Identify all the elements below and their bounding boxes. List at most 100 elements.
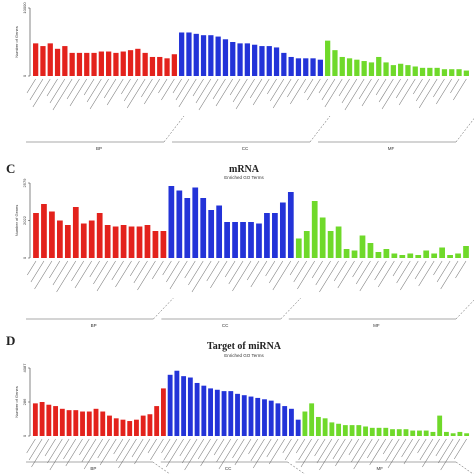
x-category-label — [63, 438, 77, 460]
bar-mf — [315, 416, 321, 436]
x-category-label — [106, 78, 124, 106]
bar-bp — [54, 48, 61, 76]
x-category-label — [295, 438, 306, 454]
bar-cc — [288, 56, 294, 76]
x-category-label — [150, 438, 164, 461]
bar-mf — [363, 426, 368, 436]
bar-mf — [376, 427, 382, 436]
bar-bp — [53, 406, 59, 436]
bar-cc — [181, 376, 187, 436]
x-category-label — [395, 78, 409, 99]
group-label-mf: MF — [373, 323, 380, 328]
x-category-label — [358, 78, 372, 100]
bar-bp — [59, 408, 65, 436]
x-category-label — [438, 438, 454, 464]
x-category-label — [175, 78, 190, 101]
bar-mf — [332, 50, 338, 76]
x-category-label — [26, 78, 36, 94]
x-category-label — [134, 438, 151, 465]
y-tick-label: 0 — [22, 434, 27, 437]
x-category-label — [381, 78, 401, 110]
bar-mf — [322, 418, 328, 436]
group-label-cc: CC — [242, 146, 249, 151]
bar-mf — [325, 40, 331, 76]
bar-mf — [434, 67, 440, 76]
x-category-label — [272, 260, 292, 291]
x-category-label — [224, 260, 236, 278]
x-category-label — [436, 260, 451, 283]
x-category-label — [229, 78, 241, 96]
bar-bp — [84, 52, 90, 76]
x-category-label — [378, 78, 394, 103]
bar-mf — [390, 65, 396, 76]
bar-mf — [383, 249, 390, 258]
x-category-label — [400, 260, 419, 291]
bar-mf — [417, 430, 422, 436]
bar-mf — [354, 59, 360, 76]
x-category-label — [355, 260, 371, 285]
group-divider — [455, 299, 474, 320]
x-category-label — [99, 438, 117, 466]
bar-cc — [214, 389, 220, 436]
bar-cc — [295, 419, 301, 436]
x-category-label — [52, 260, 69, 286]
x-category-label — [398, 78, 416, 106]
bar-bp — [80, 411, 85, 436]
x-category-label — [315, 260, 331, 286]
x-category-label — [47, 438, 63, 464]
x-category-label — [282, 438, 292, 454]
x-category-label — [234, 438, 252, 466]
group-label-mf: MF — [388, 146, 395, 151]
bar-cc — [232, 222, 238, 258]
x-category-label — [293, 260, 307, 283]
bar-bp — [152, 231, 159, 258]
panel-letter: C — [6, 161, 15, 176]
bar-mf — [463, 70, 469, 76]
x-category-label — [353, 438, 373, 470]
bar-mf — [309, 403, 315, 436]
x-category-label — [319, 260, 339, 293]
bar-bp — [80, 223, 87, 258]
bar-cc — [230, 42, 236, 76]
bar-bp — [134, 419, 139, 436]
bar-bp — [120, 225, 127, 258]
y-tick-label: 0 — [22, 74, 27, 77]
bar-bp — [113, 52, 119, 76]
bar-mf — [302, 411, 308, 436]
panel-subtitle: Enriched GO Terms — [224, 175, 264, 180]
x-category-label — [284, 438, 299, 461]
x-category-label — [374, 260, 387, 281]
x-category-label — [433, 260, 443, 276]
group-label-mf: MF — [377, 466, 384, 471]
x-category-label — [126, 78, 146, 109]
bar-mf — [303, 231, 310, 258]
bar-cc — [187, 377, 193, 436]
x-category-label — [392, 260, 403, 277]
bar-bp — [33, 43, 39, 76]
bar-mf — [419, 67, 426, 76]
x-category-label — [137, 260, 156, 291]
bar-cc — [256, 223, 262, 258]
bar-mf — [437, 415, 443, 436]
bar-bp — [127, 50, 134, 76]
bar-cc — [237, 43, 243, 76]
bar-mf — [356, 425, 362, 436]
x-category-label — [179, 438, 191, 457]
bar-cc — [248, 396, 254, 436]
x-category-label — [298, 438, 312, 461]
x-category-label — [359, 260, 379, 292]
bar-cc — [208, 35, 214, 76]
bar-cc — [303, 58, 309, 76]
x-category-label — [453, 78, 467, 101]
bar-bp — [135, 48, 141, 76]
x-category-label — [318, 78, 328, 94]
x-category-label — [27, 260, 37, 276]
bar-cc — [317, 59, 323, 76]
x-category-label — [246, 260, 260, 281]
x-category-label — [232, 260, 252, 292]
x-category-label — [197, 438, 211, 460]
x-category-label — [252, 78, 270, 106]
bar-cc — [310, 58, 316, 76]
x-category-label — [435, 438, 447, 457]
x-category-label — [387, 438, 407, 469]
